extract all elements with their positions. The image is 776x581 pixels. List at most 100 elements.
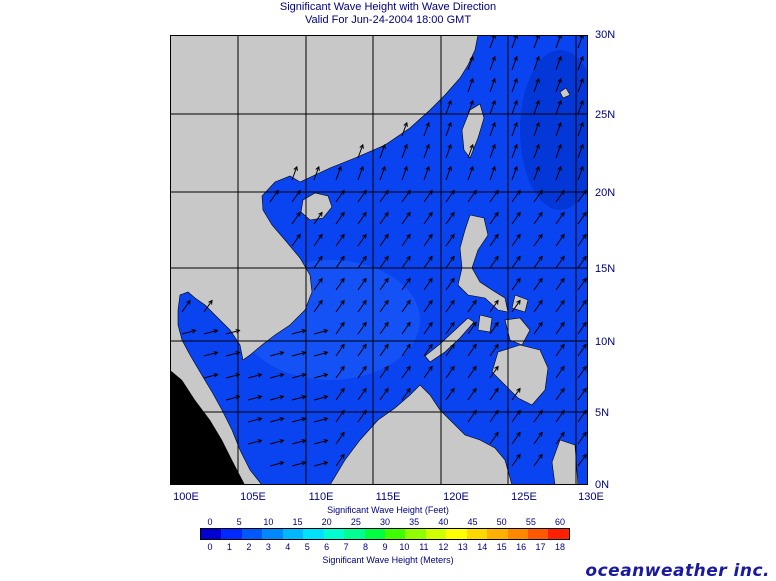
wave-arrow — [445, 387, 455, 401]
colorbar-meter-ticks: 0 1 2 3 4 5 6 7 8 9 10 11 12 13 14 15 16 17 18 — [0, 542, 776, 554]
wave-arrow — [489, 387, 499, 401]
wave-arrow — [511, 35, 518, 49]
wave-arrow — [379, 211, 389, 225]
wave-arrow — [511, 211, 521, 225]
wave-arrow — [401, 211, 411, 225]
wave-arrow — [181, 328, 197, 335]
wave-arrow — [533, 143, 540, 159]
wave-arrow — [511, 255, 521, 269]
wave-arrow — [555, 165, 562, 181]
wave-arrow — [467, 55, 474, 71]
wave-arrow — [577, 35, 584, 49]
lon-label-110e: 110E — [308, 491, 334, 503]
colorbar-swatch — [425, 529, 447, 539]
wave-arrow — [357, 321, 367, 335]
wave-arrow — [577, 255, 587, 269]
brand-logo: oceanweather inc. — [585, 561, 770, 581]
wave-arrow — [533, 211, 543, 225]
wave-arrow — [489, 77, 496, 93]
colorbar-swatch — [201, 529, 222, 539]
wave-arrow — [467, 343, 477, 357]
lat-label-20n: 20N — [595, 187, 616, 199]
wave-arrow — [533, 255, 543, 269]
wave-arrow — [423, 255, 433, 269]
lon-label-100e: 100E — [173, 491, 199, 503]
colorbar-tick-label: 45 — [467, 517, 478, 527]
wave-arrow — [555, 255, 565, 269]
wave-arrow — [577, 165, 584, 181]
wave-arrow — [533, 55, 540, 71]
wave-arrow — [577, 99, 584, 115]
wave-arrow — [467, 387, 477, 401]
wave-arrow — [489, 121, 496, 137]
colorbar-tick-label: 10 — [263, 517, 274, 527]
wave-arrow — [445, 321, 455, 335]
wave-arrow — [335, 299, 345, 313]
wave-arrow — [577, 121, 584, 137]
wave-arrow — [445, 211, 455, 225]
colorbar-feet-title: Significant Wave Height (Feet) — [327, 505, 449, 515]
wave-arrow — [555, 99, 562, 115]
wave-arrow — [401, 143, 408, 159]
wave-arrow — [533, 121, 540, 137]
wave-arrow — [401, 365, 411, 379]
wave-arrow — [357, 165, 364, 181]
colorbar-tick-label: 5 — [304, 542, 310, 552]
wave-arrow — [467, 321, 477, 335]
colorbar-tick-label: 11 — [419, 542, 429, 552]
wave-arrow — [357, 277, 367, 291]
wave-arrow — [423, 299, 433, 313]
wave-arrow — [313, 460, 329, 467]
wave-arrow — [335, 255, 345, 269]
wave-arrow — [357, 387, 367, 401]
colorbar-swatch — [548, 529, 569, 539]
wave-arrow — [401, 299, 411, 313]
wave-arrow — [555, 387, 565, 401]
colorbar-tick-label: 16 — [516, 542, 527, 552]
wave-arrow — [577, 365, 587, 379]
wave-arrow — [445, 233, 455, 247]
colorbar-tick-label: 0 — [207, 517, 213, 527]
wave-arrow — [445, 365, 455, 379]
wave-arrow — [555, 121, 562, 137]
wave-arrow — [533, 99, 540, 115]
wave-arrow — [401, 165, 408, 181]
wave-arrow — [555, 77, 562, 93]
wave-arrow — [335, 165, 342, 181]
colorbar-swatch — [303, 529, 324, 539]
colorbar-tick-label: 10 — [399, 542, 410, 552]
map-title: Significant Wave Height with Wave Direct… — [279, 1, 497, 13]
colorbar-swatch — [323, 529, 345, 539]
wave-arrow — [533, 277, 543, 291]
wave-arrow — [577, 233, 587, 247]
wave-arrow — [423, 143, 430, 159]
wave-arrow — [489, 55, 496, 71]
colorbar-swatch — [221, 529, 242, 539]
colorbar-tick-label: 3 — [265, 542, 271, 552]
wave-arrow — [489, 165, 496, 181]
wave-arrow — [577, 431, 587, 445]
colorbar-tick-label: 55 — [525, 517, 536, 527]
wave-arrow — [335, 453, 345, 467]
wave-arrow — [335, 365, 345, 379]
wave-arrow — [313, 255, 323, 269]
colorbar-swatch — [466, 529, 488, 539]
wave-arrow — [357, 365, 367, 379]
lat-label-0n: 0N — [595, 479, 610, 491]
wave-arrow — [467, 365, 477, 379]
wave-arrow — [313, 211, 323, 225]
wave-arrow — [269, 394, 285, 401]
map-frame — [170, 35, 588, 485]
wave-arrow — [379, 233, 389, 247]
colorbar-tick-label: 60 — [554, 517, 566, 527]
wave-height-colorbar — [200, 528, 570, 540]
colorbar-tick-label: 8 — [363, 542, 369, 552]
wave-arrow — [577, 277, 587, 291]
colorbar-tick-label: 5 — [236, 517, 242, 527]
colorbar-swatch — [344, 529, 365, 539]
lower-wave-zone — [520, 50, 588, 210]
wave-arrow — [489, 35, 496, 49]
wave-arrow — [357, 255, 367, 269]
colorbar-tick-label: 9 — [382, 542, 388, 552]
